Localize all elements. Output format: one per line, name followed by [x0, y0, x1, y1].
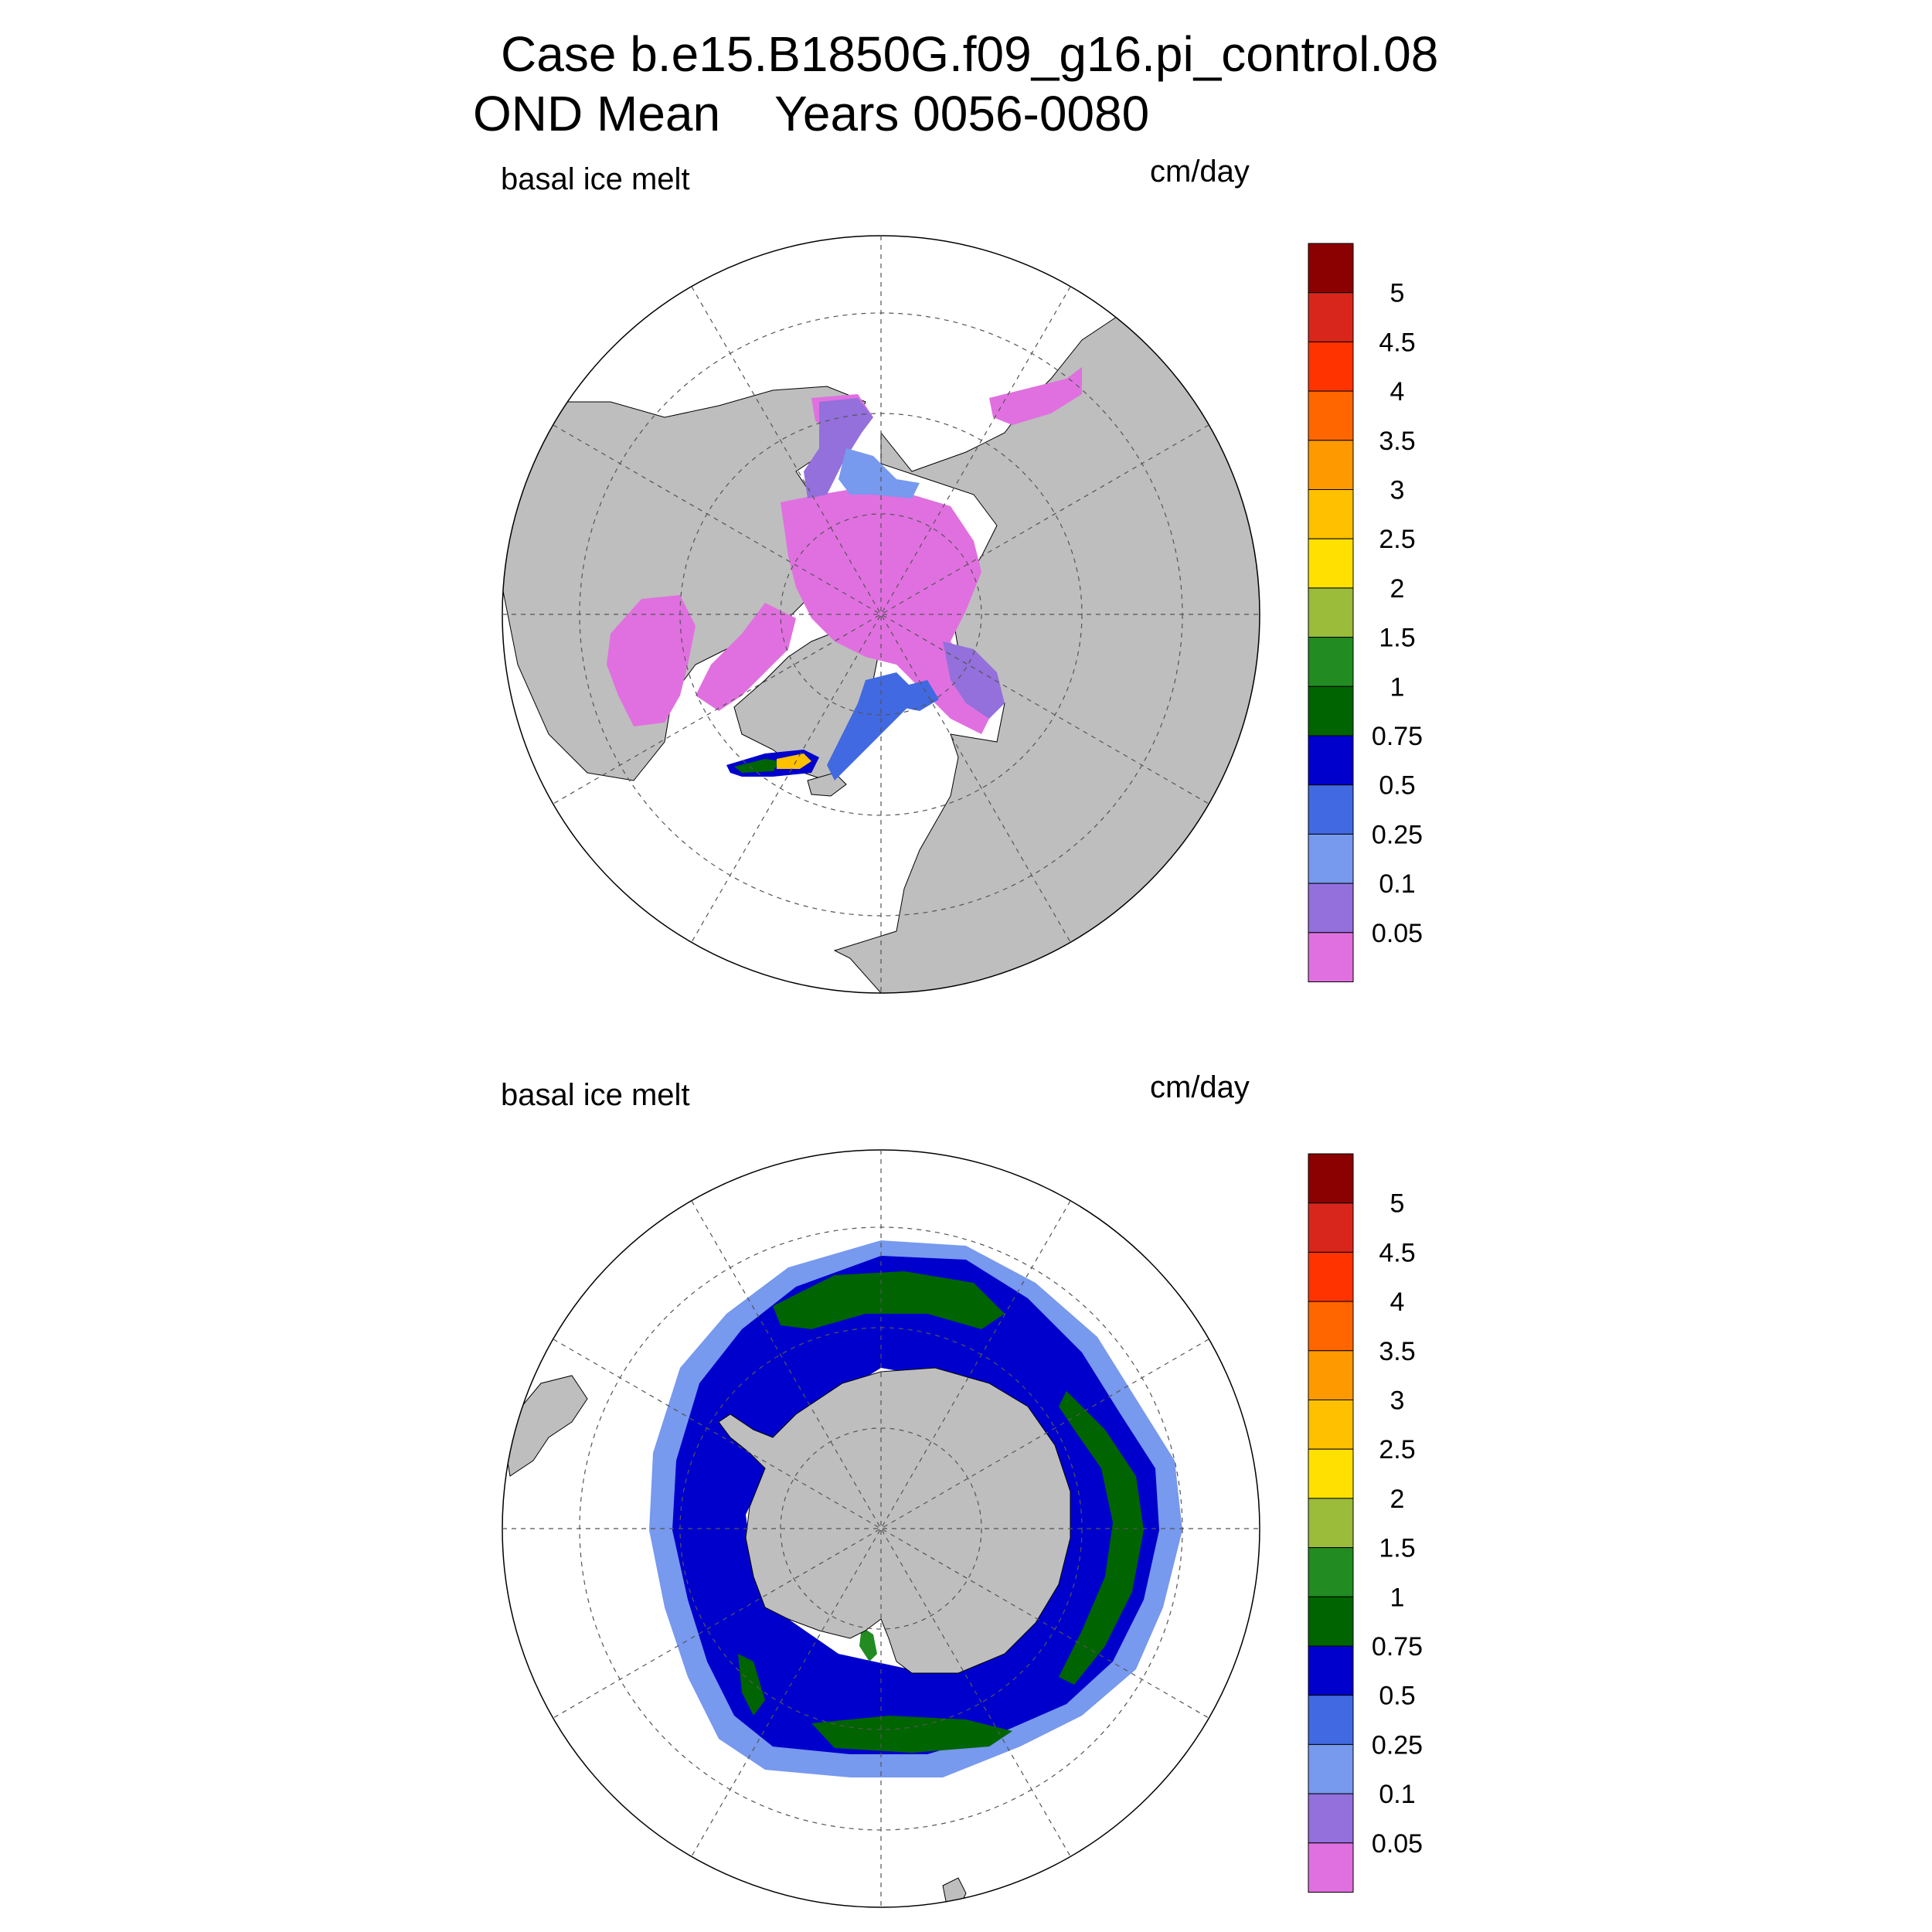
south-colorbar-label: 0.5: [1379, 1682, 1415, 1711]
south-colorbar-swatch: [1308, 1547, 1354, 1597]
north-colorbar-swatch: [1308, 587, 1354, 638]
north-colorbar-swatch: [1308, 637, 1354, 687]
north-colorbar-swatch: [1308, 489, 1354, 539]
south-land-south-america: [502, 1375, 588, 1477]
south-colorbar-label: 2: [1390, 1485, 1405, 1514]
south-colorbar-label: 3.5: [1379, 1337, 1415, 1366]
south-colorbar-swatch: [1308, 1301, 1354, 1352]
north-colorbar-swatch: [1308, 784, 1354, 835]
south-colorbar-label: 3: [1390, 1386, 1405, 1416]
south-colorbar-label: 0.1: [1379, 1780, 1415, 1809]
north-colorbar-swatch: [1308, 440, 1354, 490]
north-colorbar-swatch: [1308, 735, 1354, 786]
south-colorbar-label: 4.5: [1379, 1238, 1415, 1267]
north-colorbar-label: 3: [1390, 476, 1405, 505]
south-graticule: [502, 1150, 1260, 1907]
north-melt-labrador-band-green: [734, 759, 781, 773]
north-colorbar-swatch: [1308, 292, 1354, 342]
north-colorbar-label: 5: [1390, 279, 1405, 308]
south-melt-green-band-north: [773, 1271, 1005, 1329]
north-colorbar-swatch: [1308, 243, 1354, 294]
south-colorbar-swatch: [1308, 1448, 1354, 1499]
north-melt-edge-purple: [804, 398, 873, 498]
north-colorbar-swatch: [1308, 833, 1354, 884]
north-colorbar-swatch: [1308, 685, 1354, 736]
north-melt-svalbard-blue: [896, 680, 939, 711]
north-graticule: [502, 236, 1260, 993]
north-colorbar-label: 4: [1390, 377, 1405, 406]
south-colorbar-swatch: [1308, 1793, 1354, 1844]
south-colorbar-swatch: [1308, 1596, 1354, 1647]
north-colorbar-swatch: [1308, 390, 1354, 441]
south-panel-variable-label: basal ice melt: [501, 1078, 690, 1112]
south-colorbar-swatch: [1308, 1153, 1354, 1204]
north-colorbar-swatch: [1308, 538, 1354, 589]
south-melt-green-band-south: [811, 1716, 1012, 1753]
south-colorbar-swatch: [1308, 1743, 1354, 1794]
north-colorbar-label: 2: [1390, 574, 1405, 604]
north-panel-units-label: cm/day: [1150, 155, 1250, 189]
south-melt-green-band-east: [1059, 1391, 1144, 1685]
north-colorbar-swatch: [1308, 883, 1354, 934]
south-colorbar-label: 0.75: [1372, 1632, 1423, 1662]
north-melt-greenland-sea: [827, 672, 920, 781]
south-colorbar-swatch: [1308, 1842, 1354, 1893]
north-colorbar-label: 0.25: [1372, 820, 1423, 849]
north-colorbar-label: 0.5: [1379, 771, 1415, 801]
south-colorbar-label: 1: [1390, 1583, 1405, 1612]
north-colorbar-label: 0.05: [1372, 919, 1423, 948]
north-colorbar-label: 0.75: [1372, 722, 1423, 751]
north-polar-map: [502, 235, 1260, 994]
south-colorbar: 5 4.5 4 3.5 3 2.5 2 1.5 1 0.75 0.5 0.25 0.1 0.05: [1308, 1153, 1423, 1893]
south-melt-weddell-green: [859, 1627, 877, 1662]
north-melt-arctic-basin: [781, 487, 997, 734]
north-melt-edge-lightblue: [838, 448, 920, 498]
north-melt-baffin: [696, 603, 796, 711]
north-melt-hudson-bay: [607, 595, 696, 726]
north-colorbar-label: 1.5: [1379, 624, 1415, 653]
north-colorbar-swatch: [1308, 341, 1354, 392]
south-colorbar-swatch: [1308, 1645, 1354, 1696]
north-melt-barents-purple: [943, 641, 1005, 719]
south-colorbar-swatch: [1308, 1695, 1354, 1745]
south-colorbar-swatch: [1308, 1400, 1354, 1450]
figure-title-line1: Case b.e15.B1850G.f09_g16.pi_control.08: [501, 26, 1439, 82]
north-colorbar-label: 2.5: [1379, 525, 1415, 554]
north-melt-okhotsk: [989, 367, 1082, 425]
north-panel-variable-label: basal ice melt: [501, 162, 690, 196]
south-melt-green-patch-west: [738, 1654, 765, 1716]
south-colorbar-swatch: [1308, 1202, 1354, 1253]
south-colorbar-label: 0.25: [1372, 1730, 1423, 1760]
south-panel-units-label: cm/day: [1150, 1070, 1250, 1104]
north-colorbar-label: 4.5: [1379, 328, 1415, 357]
north-colorbar-label: 3.5: [1379, 427, 1415, 456]
figure-title-line2: OND Mean Years 0056-0080: [473, 86, 1150, 141]
south-melt-middle-blue: [672, 1256, 1159, 1754]
south-colorbar-label: 2.5: [1379, 1435, 1415, 1464]
south-colorbar-swatch: [1308, 1251, 1354, 1302]
north-colorbar-label: 0.1: [1379, 869, 1415, 899]
north-melt-labrador-band-yellow: [777, 753, 811, 769]
south-polar-map: [502, 1149, 1260, 1908]
south-colorbar-label: 1.5: [1379, 1534, 1415, 1563]
south-colorbar-label: 5: [1390, 1189, 1405, 1219]
south-colorbar-swatch: [1308, 1350, 1354, 1401]
north-colorbar-swatch: [1308, 932, 1354, 983]
south-colorbar-label: 0.05: [1372, 1829, 1423, 1859]
south-colorbar-swatch: [1308, 1498, 1354, 1549]
north-colorbar-label: 1: [1390, 672, 1405, 702]
south-colorbar-label: 4: [1390, 1287, 1405, 1317]
north-colorbar: 5 4.5 4 3.5 3 2.5 2 1.5 1 0.75 0.5 0.25 0.1 0.05: [1308, 243, 1423, 983]
